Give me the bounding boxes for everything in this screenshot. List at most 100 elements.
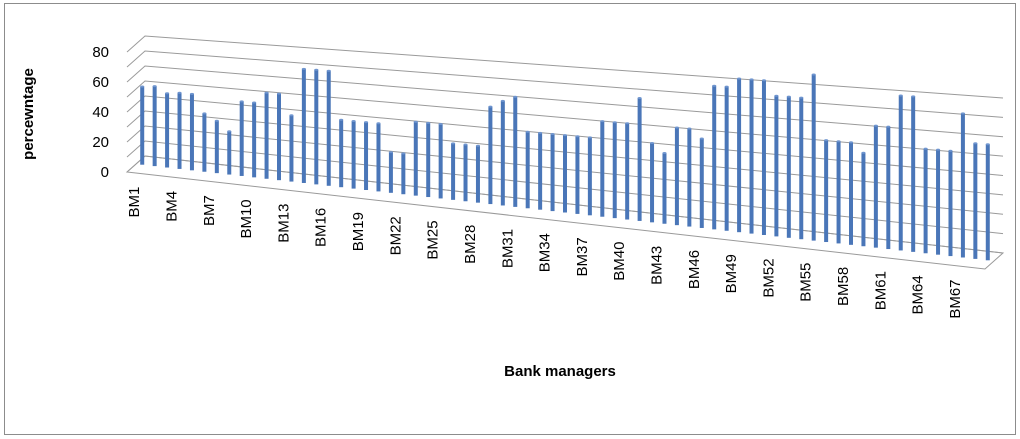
- bar-cap-BM2: [152, 85, 157, 88]
- y-tick-label: 20: [92, 134, 109, 151]
- bar-cap-BM18: [351, 119, 356, 122]
- x-tick-label: BM61: [872, 271, 889, 310]
- bar-BM19: [364, 122, 369, 191]
- bar-cap-BM9: [239, 100, 244, 103]
- bar-cap-BM56: [824, 139, 829, 142]
- x-tick-label: BM13: [275, 204, 292, 243]
- x-tick-label: BM10: [238, 199, 255, 238]
- bar-cap-BM29: [488, 105, 493, 108]
- bar-cap-BM23: [413, 120, 418, 123]
- bar-cap-BM17: [339, 118, 344, 121]
- bar-cap-BM50: [749, 78, 754, 81]
- bar-cap-BM42: [650, 141, 655, 144]
- bar-cap-BM67: [960, 112, 965, 115]
- bar-BM41: [637, 97, 642, 221]
- bar-BM14: [301, 68, 306, 183]
- bar-BM15: [314, 69, 319, 185]
- bar-BM40: [625, 123, 630, 220]
- bar-BM60: [873, 125, 878, 248]
- bar-BM45: [687, 128, 692, 227]
- bar-BM31: [513, 96, 518, 207]
- bar-BM7: [214, 120, 219, 174]
- bar-BM20: [376, 123, 381, 192]
- bar-cap-BM7: [214, 119, 219, 122]
- bar-BM28: [475, 145, 480, 203]
- bar-cap-BM48: [724, 85, 729, 88]
- x-tick-label: BM49: [723, 254, 740, 293]
- gridline: [126, 65, 1004, 138]
- bar-cap-BM26: [451, 142, 456, 145]
- bar-BM24: [426, 122, 431, 198]
- bar-cap-BM54: [799, 96, 804, 99]
- x-tick-label: BM34: [537, 233, 554, 272]
- bar-cap-BM66: [948, 149, 953, 152]
- bar-cap-BM44: [674, 126, 679, 129]
- bar-cap-BM35: [563, 134, 567, 137]
- bar-BM48: [724, 86, 729, 231]
- bar-BM68: [973, 143, 978, 259]
- y-axis-title: percewntage: [20, 68, 37, 160]
- gridline: [126, 35, 1004, 99]
- bar-BM56: [824, 140, 829, 243]
- x-tick-label: BM55: [798, 263, 815, 302]
- bar-cap-BM33: [538, 131, 543, 134]
- bar-cap-BM32: [525, 130, 530, 133]
- bar-BM62: [898, 95, 903, 251]
- x-axis-title: Bank managers: [504, 363, 616, 380]
- bar-BM66: [948, 150, 953, 257]
- bar-cap-BM65: [936, 148, 941, 151]
- bar-BM2: [152, 86, 157, 167]
- bar-BM57: [836, 141, 841, 244]
- bar-cap-BM55: [811, 73, 816, 76]
- bar-BM6: [202, 113, 207, 172]
- x-tick-label: BM19: [350, 212, 367, 251]
- y-tick-label: 60: [92, 74, 109, 91]
- bar-cap-BM30: [500, 99, 505, 102]
- bar-BM10: [252, 102, 257, 178]
- bar-cap-BM43: [662, 151, 667, 154]
- bar-cap-BM5: [189, 92, 194, 95]
- floor-plane: [125, 155, 1005, 270]
- bar-BM5: [189, 93, 194, 171]
- bar-BM27: [463, 144, 468, 202]
- bar-BM17: [339, 119, 344, 188]
- bar-cap-BM20: [376, 122, 381, 125]
- bar-BM22: [401, 153, 406, 195]
- bar-BM52: [774, 95, 779, 237]
- bar-BM37: [587, 137, 592, 216]
- bar-cap-BM58: [849, 141, 853, 144]
- bar-cap-BM12: [277, 92, 281, 95]
- bar-BM1: [140, 86, 145, 165]
- bar-cap-BM37: [587, 136, 592, 139]
- bar-cap-BM3: [165, 92, 170, 95]
- bar-cap-BM36: [575, 135, 580, 138]
- x-tick-label: BM7: [201, 195, 218, 226]
- bar-cap-BM68: [973, 142, 978, 145]
- bar-BM50: [749, 79, 754, 234]
- bar-cap-BM49: [737, 77, 742, 80]
- bar-cap-BM64: [923, 147, 928, 150]
- bar-BM51: [761, 80, 766, 235]
- bar-cap-BM8: [227, 130, 232, 133]
- bar-BM58: [849, 142, 853, 245]
- bar-cap-BM4: [177, 91, 182, 94]
- bar-cap-BM39: [612, 121, 617, 124]
- x-tick-label: BM58: [835, 267, 852, 306]
- bar-cap-BM60: [873, 124, 878, 127]
- gridline: [126, 80, 1004, 157]
- x-tick-label: BM16: [313, 208, 330, 247]
- bar-cap-BM53: [786, 95, 791, 98]
- gridline: [126, 50, 1004, 118]
- bar-cap-BM52: [774, 94, 779, 97]
- bar-BM39: [612, 122, 617, 219]
- y-tick-label: 80: [92, 44, 109, 61]
- bar-cap-BM22: [401, 152, 406, 155]
- bar-BM43: [662, 152, 667, 224]
- bar-cap-BM25: [438, 122, 443, 125]
- bar-BM26: [451, 143, 456, 200]
- bar-BM29: [488, 106, 493, 205]
- bar-BM21: [388, 152, 393, 193]
- bar-cap-BM38: [600, 120, 605, 123]
- bar-BM54: [799, 97, 804, 240]
- bar-cap-BM61: [886, 125, 891, 128]
